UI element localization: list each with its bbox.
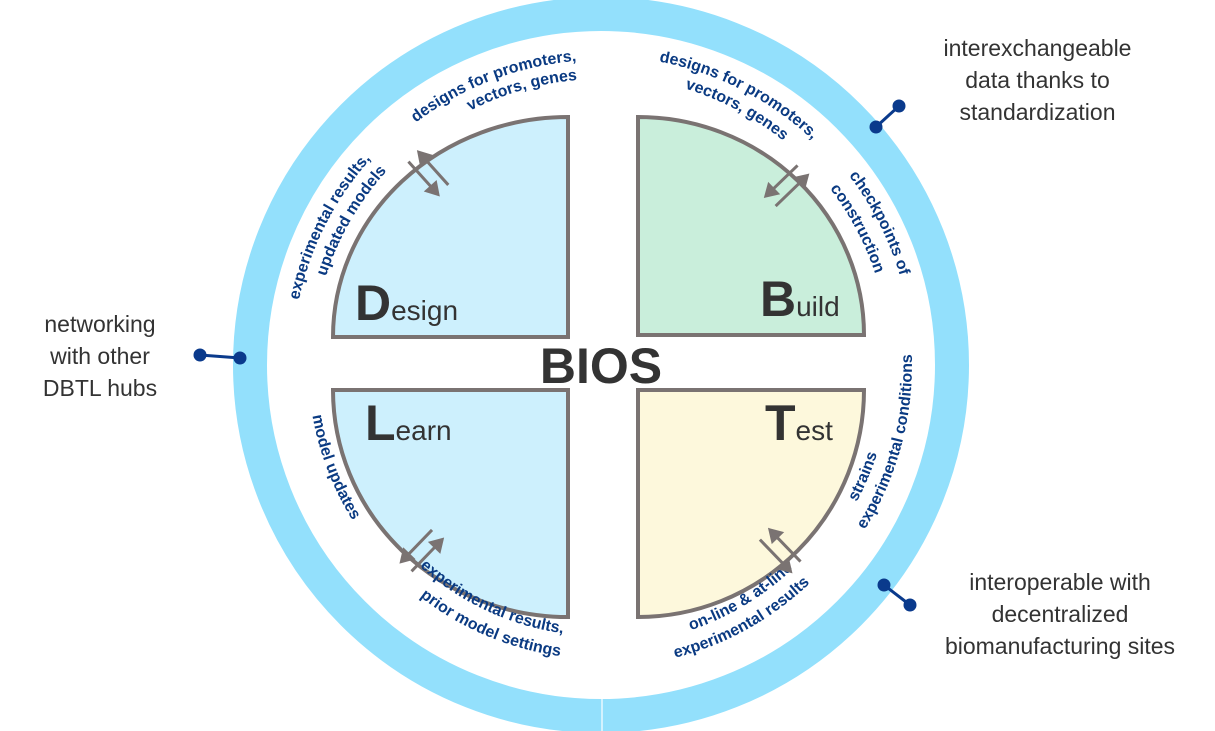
arrow-pair — [758, 527, 802, 574]
note-line: interoperable with — [969, 569, 1151, 595]
arrow-pair — [399, 528, 445, 573]
arrow-pair — [407, 150, 450, 197]
note-line: DBTL hubs — [42, 375, 158, 401]
learn-initial: L — [365, 395, 396, 451]
learn-rest: earn — [396, 415, 452, 446]
design-initial: D — [355, 275, 391, 331]
connector-bottom-right — [877, 578, 917, 612]
design-label: Design — [355, 275, 458, 331]
arrow-outward-icon — [758, 538, 793, 574]
design-quadrant — [330, 114, 570, 339]
connector-top-right — [869, 99, 906, 134]
arrow-inward-icon — [763, 164, 799, 199]
build-quadrant — [636, 114, 867, 337]
arrow-inward-icon — [407, 160, 440, 197]
note-line: standardization — [959, 99, 1116, 125]
note-line: networking — [44, 311, 156, 337]
note-line: data thanks to — [965, 67, 1110, 93]
test-rest: est — [796, 415, 834, 446]
exchange-arrows — [399, 150, 810, 574]
note-line: biomanufacturing sites — [944, 633, 1176, 659]
build-initial: B — [760, 271, 796, 327]
arrow-outward-icon — [399, 528, 434, 564]
note-interoperable: interoperable with decentralized biomanu… — [915, 566, 1205, 662]
arrow-outward-icon — [416, 150, 450, 186]
note-line: interexchangeable — [943, 35, 1132, 61]
build-rest: uild — [796, 291, 840, 322]
note-line: with other — [50, 343, 150, 369]
arrow-inward-icon — [410, 537, 445, 573]
outer-ring — [233, 0, 969, 731]
note-networking: networking with other DBTL hubs — [10, 308, 190, 404]
build-label: Build — [760, 271, 840, 327]
arrow-pair — [763, 164, 810, 208]
design-rest: esign — [391, 295, 458, 326]
connector-left — [193, 348, 247, 365]
test-label: Test — [765, 395, 833, 451]
test-quadrant — [636, 388, 867, 620]
center-label: BIOS — [540, 338, 662, 394]
note-line: decentralized — [991, 601, 1129, 627]
test-initial: T — [765, 395, 796, 451]
learn-label: Learn — [365, 395, 452, 451]
note-standardization: interexchangeable data thanks to standar… — [915, 32, 1160, 128]
arrow-outward-icon — [774, 173, 810, 208]
arrow-inward-icon — [767, 527, 802, 563]
